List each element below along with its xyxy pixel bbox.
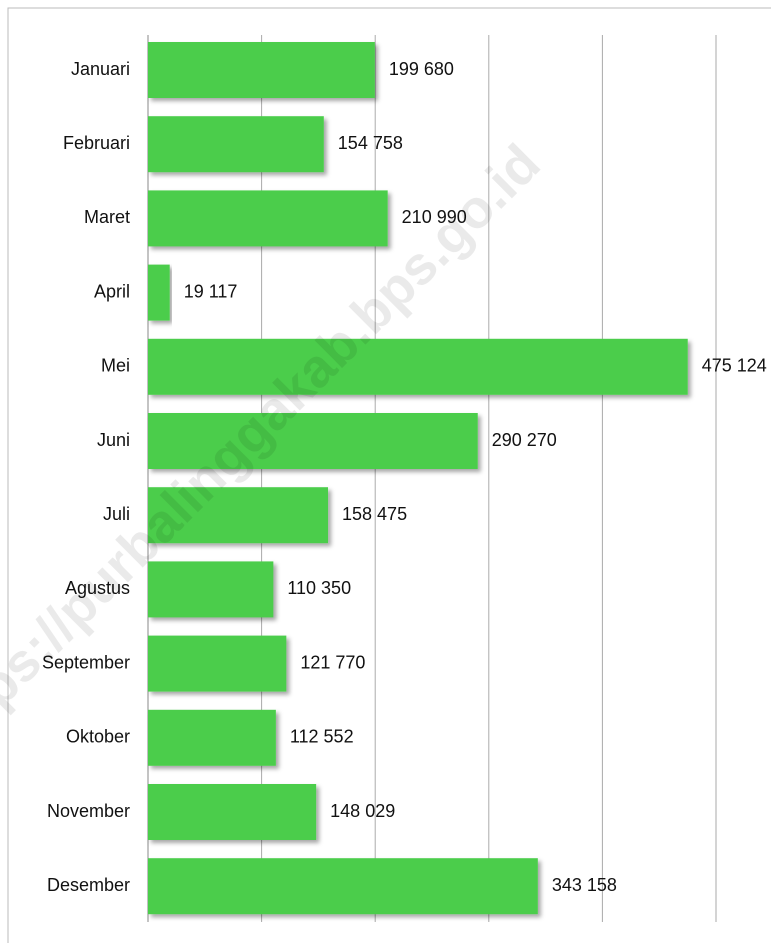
category-label: Juli <box>103 504 130 524</box>
bar <box>148 42 375 98</box>
category-label: Juni <box>97 430 130 450</box>
category-label: Oktober <box>66 727 130 747</box>
category-label: Maret <box>84 207 130 227</box>
chart-frame <box>7 7 771 943</box>
category-label: April <box>94 281 130 301</box>
data-label: 199 680 <box>389 59 454 79</box>
data-label: 148 029 <box>330 801 395 821</box>
bar <box>148 487 329 544</box>
category-label: Januari <box>71 59 130 79</box>
category-label: Desember <box>47 875 130 895</box>
bar <box>148 116 324 173</box>
bar <box>148 635 287 692</box>
category-label: Agustus <box>65 578 130 598</box>
data-label: 290 270 <box>492 430 557 450</box>
data-label: 210 990 <box>402 207 467 227</box>
data-label: 154 758 <box>338 133 403 153</box>
bar <box>148 784 317 840</box>
category-label: November <box>47 801 130 821</box>
data-label: 19 117 <box>184 281 238 301</box>
bar <box>148 709 276 766</box>
bar <box>148 858 538 915</box>
data-label: 475 124 <box>702 356 767 376</box>
category-label: Februari <box>63 133 130 153</box>
bar <box>148 264 170 321</box>
bar <box>148 190 388 247</box>
data-label: 343 158 <box>552 875 617 895</box>
bar <box>148 561 274 618</box>
bar <box>148 413 478 469</box>
bar <box>148 338 688 395</box>
data-label: 158 475 <box>342 504 407 524</box>
data-label: 110 350 <box>287 578 351 598</box>
data-label: 112 552 <box>290 727 354 747</box>
data-label: 121 770 <box>300 652 365 672</box>
category-label: September <box>42 652 130 672</box>
category-label: Mei <box>101 356 130 376</box>
